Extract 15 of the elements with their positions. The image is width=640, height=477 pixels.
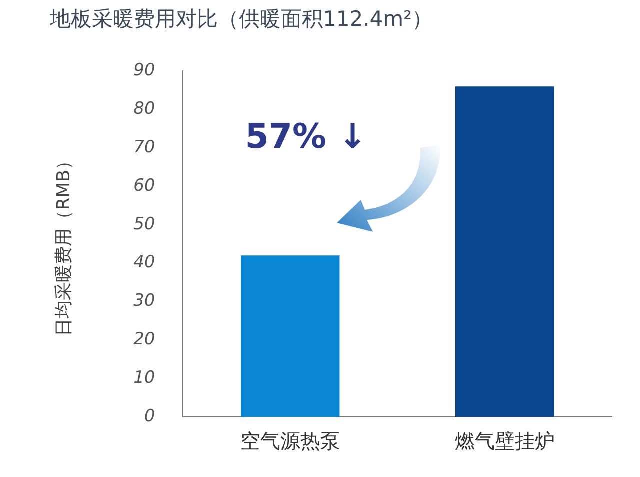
y-tick-label: 90 (134, 60, 156, 81)
y-tick-label: 0 (144, 406, 156, 426)
x-tick-label: 燃气壁挂炉 (454, 429, 555, 454)
y-tick-label: 60 (134, 176, 156, 196)
y-tick-label: 40 (134, 252, 156, 273)
y-axis-title: 日均采暖费用（RMB） (53, 152, 74, 336)
y-tick-label: 10 (134, 368, 156, 388)
y-tick-label: 30 (134, 291, 156, 312)
chart-title: 地板采暖费用对比（供暖面积112.4m²） (49, 7, 433, 32)
y-tick-label: 70 (134, 137, 156, 158)
y-tick-label: 20 (134, 330, 156, 350)
x-tick-label: 空气源热泵 (240, 429, 340, 454)
y-tick-label: 80 (134, 99, 156, 120)
y-tick-label: 50 (134, 214, 156, 234)
annotation: 57% ↓ (245, 117, 367, 158)
